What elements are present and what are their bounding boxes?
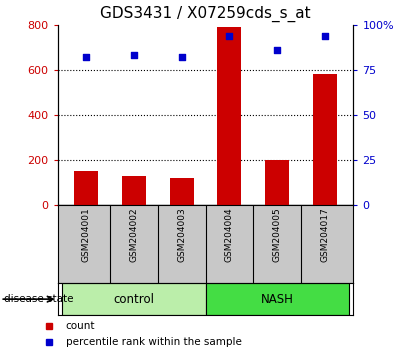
Bar (217, 27, 241, 205)
Bar (206, 283, 349, 315)
Text: GSM204017: GSM204017 (320, 208, 329, 262)
Bar (122, 176, 146, 205)
Point (131, 53, 137, 58)
Title: GDS3431 / X07259cds_s_at: GDS3431 / X07259cds_s_at (100, 6, 311, 22)
Text: GSM204001: GSM204001 (82, 208, 91, 262)
Bar (265, 160, 289, 205)
Text: GSM204005: GSM204005 (272, 208, 282, 262)
Point (274, 47, 280, 53)
Bar (313, 74, 337, 205)
Bar (62, 283, 206, 315)
Text: NASH: NASH (261, 293, 293, 306)
Text: GSM204004: GSM204004 (225, 208, 234, 262)
Bar (74, 171, 98, 205)
Text: GSM204002: GSM204002 (129, 208, 139, 262)
Bar (206, 283, 349, 315)
Point (321, 33, 328, 39)
Bar (62, 283, 206, 315)
Point (226, 33, 233, 39)
Bar (170, 178, 194, 205)
Point (178, 55, 185, 60)
Text: control: control (113, 293, 155, 306)
Text: percentile rank within the sample: percentile rank within the sample (66, 337, 242, 347)
Point (83, 55, 90, 60)
Text: disease state: disease state (4, 294, 74, 304)
Text: count: count (66, 321, 95, 331)
Text: GSM204003: GSM204003 (177, 208, 186, 262)
